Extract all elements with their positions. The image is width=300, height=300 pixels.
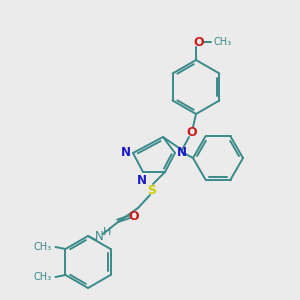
Text: O: O (129, 209, 139, 223)
Text: CH₃: CH₃ (33, 272, 52, 282)
Text: O: O (194, 35, 204, 49)
Text: S: S (148, 184, 157, 196)
Text: N: N (94, 230, 103, 242)
Text: CH₃: CH₃ (213, 37, 231, 47)
Text: CH₃: CH₃ (33, 242, 52, 252)
Text: H: H (103, 227, 111, 237)
Text: N: N (137, 173, 147, 187)
Text: N: N (121, 146, 131, 160)
Text: N: N (177, 146, 187, 158)
Text: O: O (187, 125, 197, 139)
